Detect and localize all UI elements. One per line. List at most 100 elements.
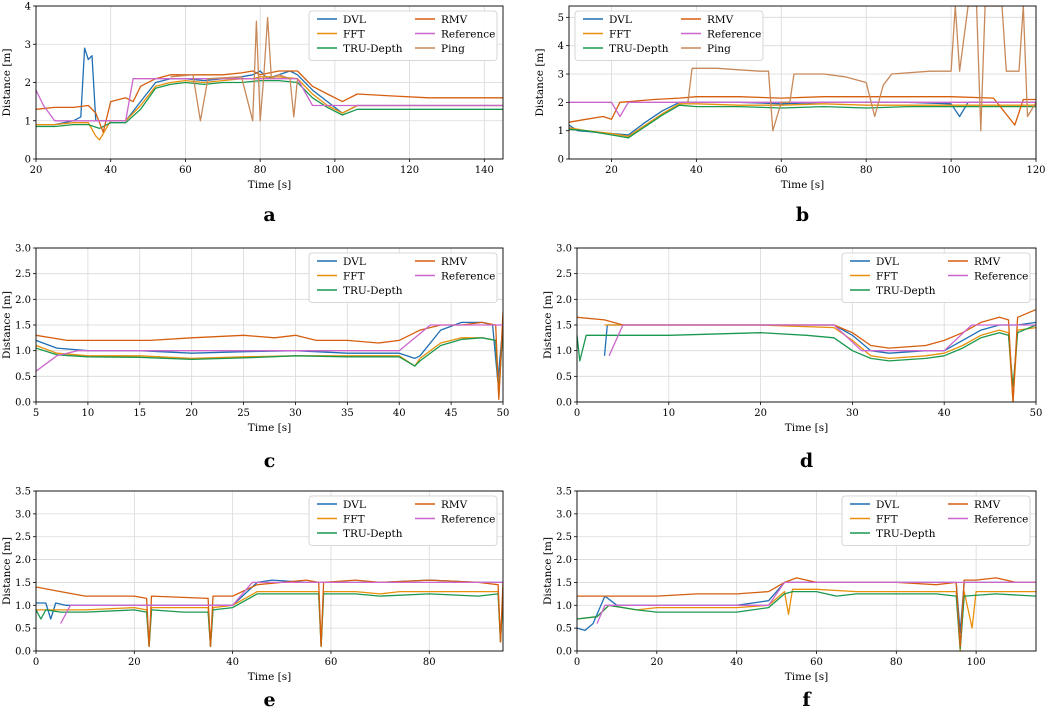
x-tick-label: 35 [341,408,354,419]
x-tick-label: 140 [475,165,494,176]
y-tick-label: 2.0 [556,295,572,306]
legend: DVL FFT TRU-Depth RMV Reference [308,252,498,303]
y-axis-label: Distance [m] [542,537,554,605]
legend-label-tru-depth: TRU-Depth [876,528,936,540]
series-line-tru-depth [36,593,503,648]
x-tick-label: 45 [445,408,458,419]
series-line-reference [569,101,1036,118]
y-tick-label: 1.0 [556,346,572,357]
x-tick-label: 80 [423,657,436,668]
y-tick-label: 1.5 [15,321,31,332]
panel-b: 20 40 60 80 100 120 0 1 2 3 4 5 Time [s] Distance [m]… [534,5,1045,226]
legend-label-fft: FFT [609,29,631,41]
x-tick-label: 40 [104,165,117,176]
x-tick-label: 0 [574,657,580,668]
series-line-rmv [569,96,1036,126]
y-tick-label: 1.0 [15,346,31,357]
x-axis-label: Time [s] [248,422,291,434]
legend-label-dvl: DVL [876,256,899,268]
legend-box [841,495,1031,546]
legend-label-ping: Ping [441,43,465,55]
x-tick-label: 25 [237,408,250,419]
x-tick-label: 60 [775,165,788,176]
legend-label-tru-depth: TRU-Depth [343,285,403,297]
x-tick-label: 30 [289,408,302,419]
series-line-fft [36,76,503,141]
series-line-tru-depth [569,104,1036,139]
series-line-rmv [577,577,1036,648]
series-line-fft [36,590,503,648]
series-line-tru-depth [36,327,503,393]
x-tick-label: 20 [30,165,43,176]
legend-label-tru-depth: TRU-Depth [343,528,403,540]
x-tick-label: 20 [754,408,767,419]
panel-f: 0 20 40 60 80 100 0.0 0.5 1.0 1.5 2.0 2.5 3.0 3.5 Time… [542,487,1037,711]
legend-box [841,252,1031,303]
y-tick-label: 2.5 [15,269,31,280]
x-tick-label: 40 [938,408,951,419]
y-tick-label: 0.0 [556,647,572,658]
y-tick-label: 3 [558,70,564,81]
legend-label-rmv: RMV [707,14,734,26]
y-axis-label: Distance [m] [1,537,13,605]
legend-box [574,10,764,61]
y-tick-label: 0.5 [15,624,31,635]
axes-frame [35,247,504,403]
y-tick-label: 0 [558,155,564,166]
legend-label-tru-depth: TRU-Depth [343,43,403,55]
y-tick-label: 2 [558,98,564,109]
panel-letter-e: e [263,689,275,711]
y-tick-label: 2.0 [15,555,31,566]
y-tick-label: 2.5 [556,532,572,543]
x-axis-label: Time [s] [785,422,828,434]
x-tick-label: 80 [254,165,267,176]
legend-label-fft: FFT [343,29,365,41]
legend-label-reference: Reference [974,271,1028,283]
legend-label-dvl: DVL [343,256,366,268]
legend-label-reference: Reference [441,29,495,41]
x-tick-label: 60 [179,165,192,176]
legend-label-fft: FFT [343,514,365,526]
y-axis-label: Distance [m] [1,49,13,117]
x-axis-label: Time [s] [248,179,291,191]
legend-box [308,495,498,546]
x-axis-label: Time [s] [785,671,828,683]
series-line-fft [36,324,503,398]
x-tick-label: 5 [33,408,39,419]
y-tick-label: 2.0 [15,295,31,306]
y-tick-label: 5 [558,13,564,24]
panel-letter-f: f [802,689,812,711]
panel-letter-c: c [264,450,276,472]
series-line-reference [36,78,503,122]
y-tick-label: 1.5 [15,578,31,589]
x-tick-label: 10 [82,408,95,419]
legend-label-fft: FFT [876,514,898,526]
x-tick-label: 60 [810,657,823,668]
axes-frame [568,5,1037,160]
y-tick-label: 1.0 [556,601,572,612]
x-tick-label: 10 [662,408,675,419]
x-tick-label: 60 [325,657,338,668]
y-tick-label: 1.5 [556,578,572,589]
y-tick-label: 2 [25,78,31,89]
panel-e: 0 20 40 60 80 0.0 0.5 1.0 1.5 2.0 2.5 3.0 3.5 Time [s… [1,487,504,711]
x-tick-label: 100 [325,165,344,176]
y-tick-label: 3.0 [15,509,31,520]
x-tick-label: 100 [967,657,986,668]
y-tick-label: 3.0 [15,244,31,255]
x-axis-label: Time [s] [781,179,824,191]
y-axis-label: Distance [m] [542,291,554,359]
legend-label-fft: FFT [343,271,365,283]
legend-label-rmv: RMV [441,499,468,511]
series-line-fft [577,588,1036,651]
x-tick-label: 50 [497,408,510,419]
axes-frame [35,5,504,160]
legend-label-dvl: DVL [609,14,632,26]
series-line-tru-depth [36,79,503,130]
x-tick-label: 20 [650,657,663,668]
y-tick-label: 1.5 [556,321,572,332]
y-tick-label: 0.0 [15,398,31,409]
legend: DVL FFT TRU-Depth RMV Reference [308,495,498,546]
axes-frame [576,490,1037,652]
series-line-tru-depth [577,324,1036,388]
